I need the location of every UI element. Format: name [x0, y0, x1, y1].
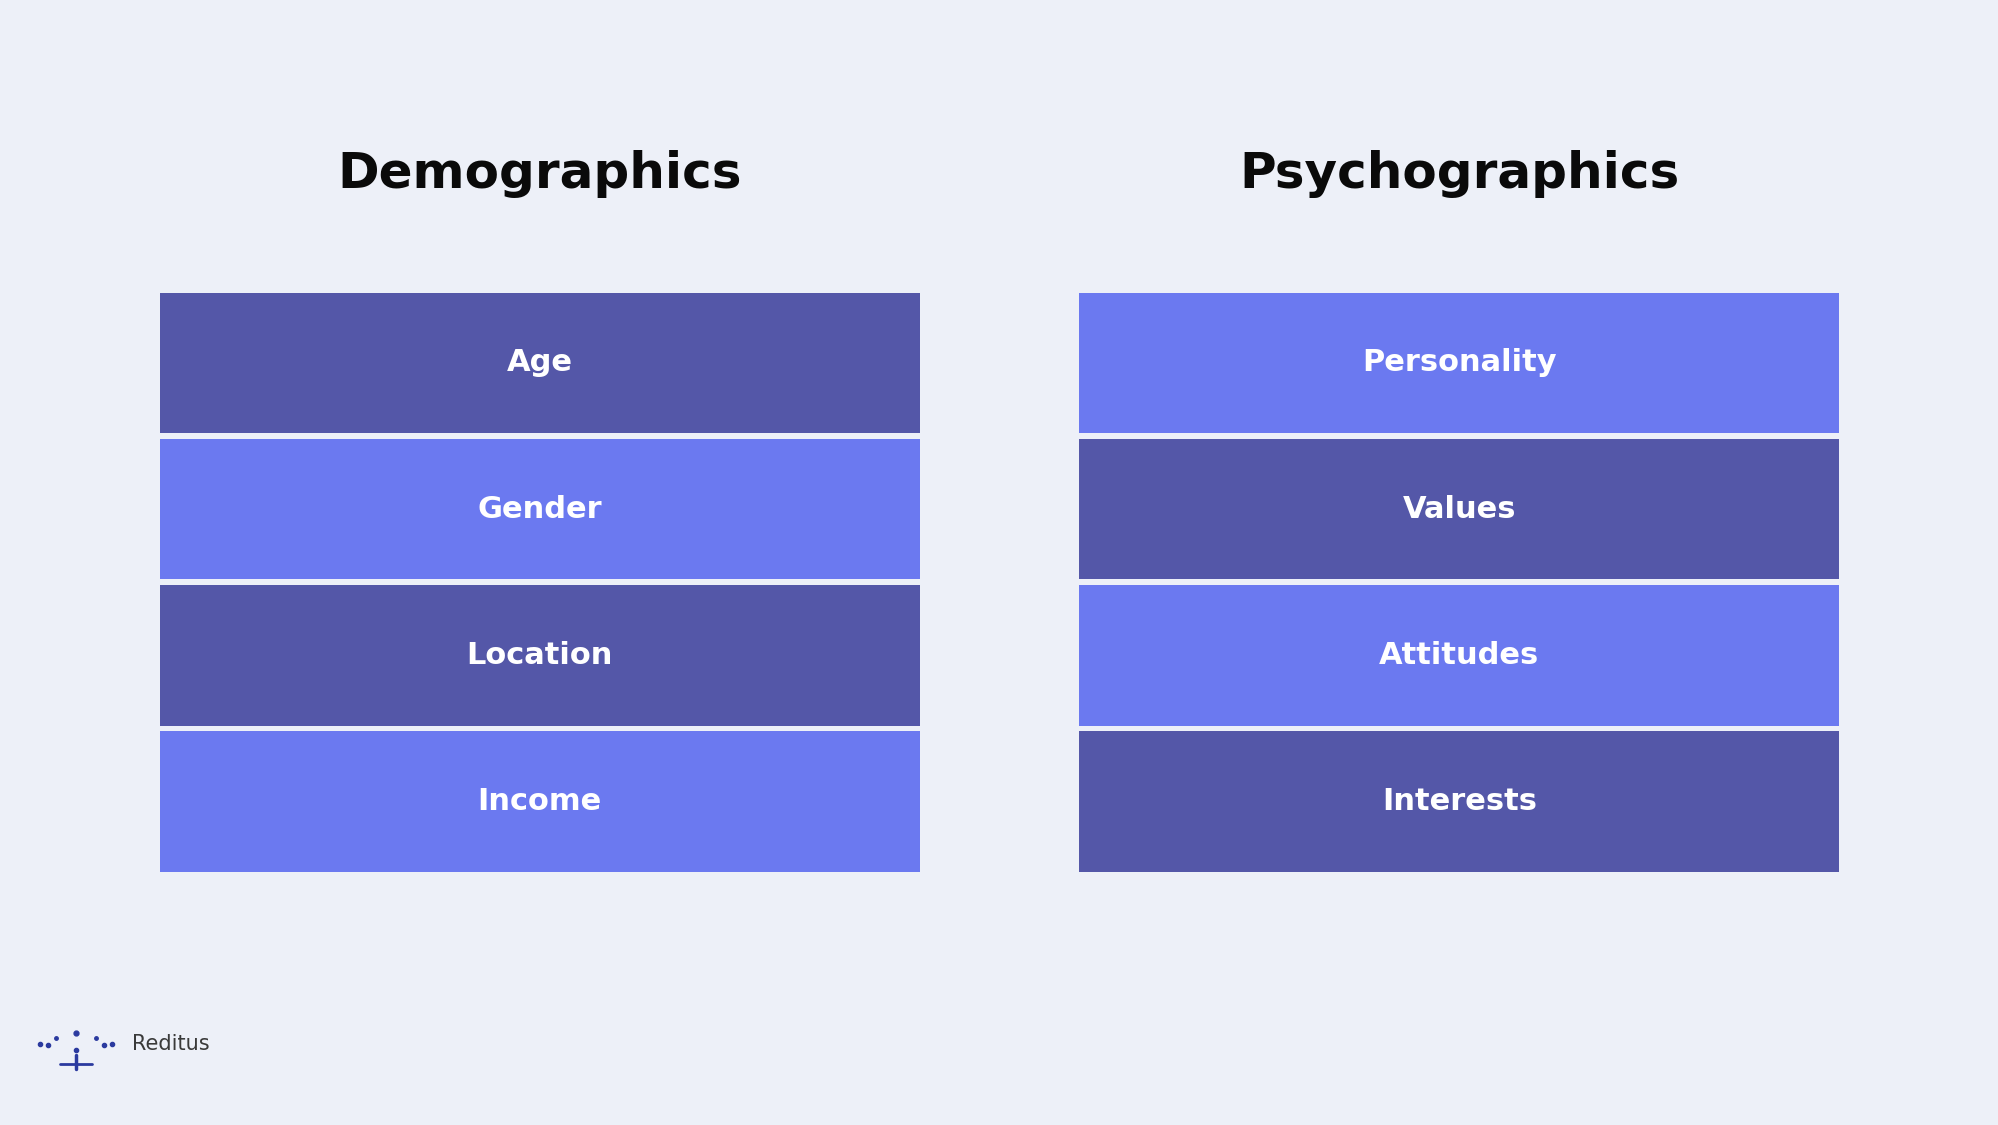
Text: Psychographics: Psychographics	[1239, 151, 1678, 198]
Text: Personality: Personality	[1361, 349, 1556, 377]
Text: Values: Values	[1403, 495, 1514, 523]
Text: Gender: Gender	[478, 495, 601, 523]
FancyBboxPatch shape	[1079, 731, 1838, 872]
FancyBboxPatch shape	[1079, 585, 1838, 726]
FancyBboxPatch shape	[160, 731, 919, 872]
Text: Income: Income	[478, 788, 601, 816]
Text: Reditus: Reditus	[132, 1034, 210, 1054]
FancyBboxPatch shape	[160, 292, 919, 433]
FancyBboxPatch shape	[1079, 439, 1838, 579]
Text: Attitudes: Attitudes	[1379, 641, 1538, 669]
FancyBboxPatch shape	[1079, 292, 1838, 433]
Text: Demographics: Demographics	[338, 151, 741, 198]
Text: Interests: Interests	[1381, 788, 1536, 816]
FancyBboxPatch shape	[160, 585, 919, 726]
Text: Location: Location	[466, 641, 613, 669]
Text: Age: Age	[505, 349, 573, 377]
FancyBboxPatch shape	[160, 439, 919, 579]
